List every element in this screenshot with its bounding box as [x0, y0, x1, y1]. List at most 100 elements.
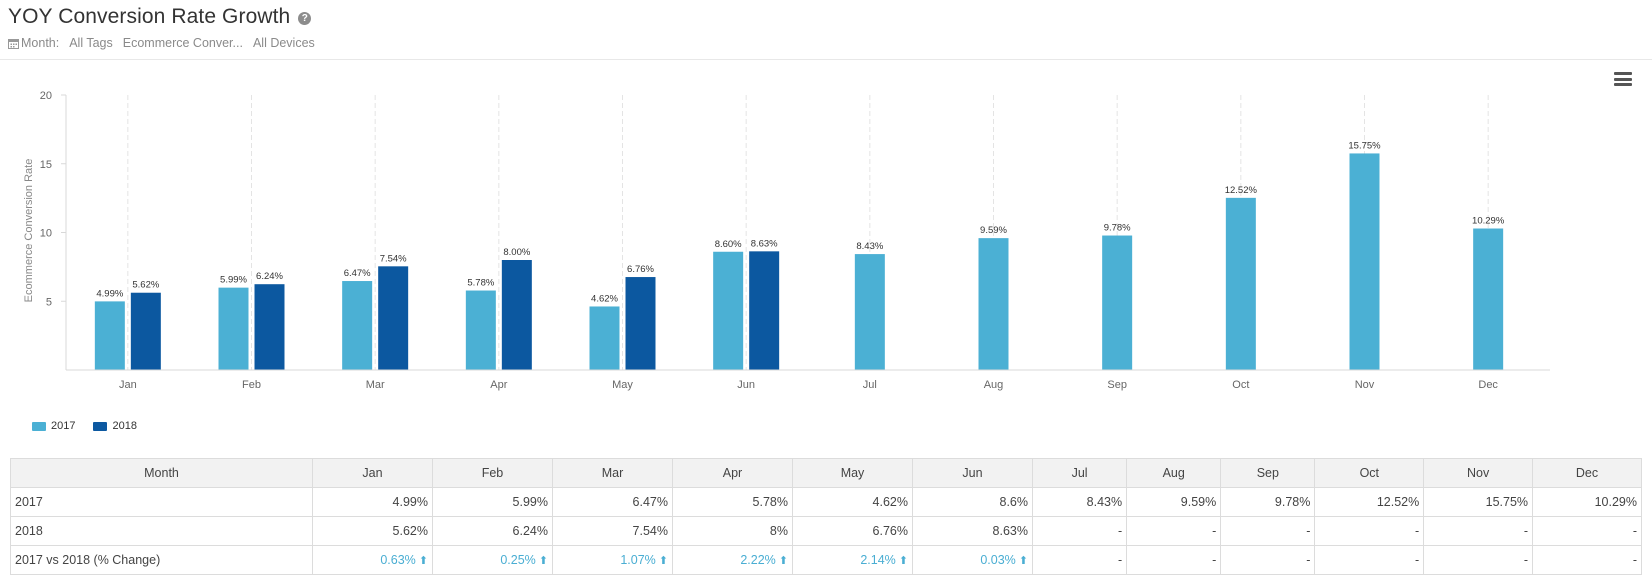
x-tick-label: Nov — [1355, 379, 1375, 391]
table-cell: 0.25% ⬆ — [432, 545, 553, 575]
y-tick-label: 20 — [40, 90, 52, 102]
chart-grid — [127, 95, 1489, 370]
table-cell: 2.22% ⬆ — [672, 545, 793, 575]
data-label: 5.78% — [467, 278, 494, 289]
bar-2017-mar — [342, 281, 373, 370]
bar-2018-apr — [501, 260, 532, 370]
table-cell: - — [1031, 545, 1128, 575]
table-cell: 4.99% — [312, 487, 433, 517]
legend-label-2017: 2017 — [51, 420, 76, 432]
x-tick-label: Mar — [366, 379, 385, 391]
table-cell: - — [1126, 516, 1222, 546]
data-label: 6.76% — [627, 264, 654, 275]
chart-legend: 2017 2018 — [32, 420, 155, 432]
table-cell: 8.6% — [912, 487, 1033, 517]
bar-2018-may — [625, 277, 656, 370]
table-body: 2017 4.99% 5.99% 6.47% 5.78% 4.62% 8.6% 8.43% 9.… — [10, 487, 1642, 575]
x-tick-label: May — [612, 379, 633, 391]
table-cell: - — [1126, 545, 1222, 575]
bar-2018-feb — [254, 284, 285, 370]
bar-2017-oct — [1225, 197, 1256, 370]
data-label: 12.52% — [1225, 185, 1258, 196]
column-header-mar: Mar — [552, 458, 673, 488]
filter-bar: Month: All Tags Ecommerce Conver... All … — [8, 36, 325, 50]
question-circle-icon[interactable]: ? — [298, 12, 312, 25]
column-header-jun: Jun — [912, 458, 1033, 488]
column-header-nov: Nov — [1423, 458, 1534, 488]
table-cell: 12.52% — [1314, 487, 1425, 517]
table-header-row: Month Jan Feb Mar Apr May Jun Jul Aug Sep Oct Nov De… — [10, 458, 1642, 488]
filter-label-month: Month: — [21, 36, 60, 50]
chart-bars — [94, 153, 1504, 370]
legend-swatch-2018 — [93, 421, 108, 431]
data-label: 9.59% — [980, 225, 1007, 236]
table-cell: 9.78% — [1220, 487, 1316, 517]
legend-swatch-2017 — [32, 421, 46, 431]
column-header-sep: Sep — [1220, 458, 1316, 488]
table-row: 2017 4.99% 5.99% 6.47% 5.78% 4.62% 8.6% 8.43% 9.… — [10, 487, 1642, 517]
table-cell: 1.07% ⬆ — [552, 545, 673, 575]
table-cell: - — [1423, 516, 1534, 546]
table-cell: 8.43% — [1031, 487, 1128, 517]
bar-2017-apr — [465, 290, 496, 370]
bar-2017-sep — [1102, 235, 1133, 370]
table-row: 2017 vs 2018 (% Change) 0.63% ⬆ 0.25% ⬆ 1.07%… — [10, 545, 1642, 575]
bar-chart: 4.99% 5.62% 5.99% 6.24% 6.47% 7.54% 5.78% 8.00%… — [23, 90, 1550, 391]
data-table: Month Jan Feb Mar Apr May Jun Jul Aug Sep Oct Nov De… — [10, 458, 1642, 575]
filter-devices[interactable]: All Devices — [252, 36, 315, 50]
filter-metric[interactable]: Ecommerce Conver... — [122, 36, 243, 50]
column-header-apr: Apr — [672, 458, 793, 488]
chart-data-labels: 4.99% 5.62% 5.99% 6.24% 6.47% 7.54% 5.78% 8.00%… — [96, 140, 1504, 304]
table-cell: 6.24% — [432, 516, 553, 546]
y-tick-label: 5 — [46, 296, 52, 308]
x-tick-label: Sep — [1107, 379, 1127, 391]
column-header-dec: Dec — [1532, 458, 1642, 488]
arrow-up-icon: ⬆ — [1018, 555, 1028, 567]
bar-2017-jun — [713, 251, 744, 370]
filter-tags[interactable]: All Tags — [69, 36, 113, 50]
column-header-oct: Oct — [1314, 458, 1425, 488]
bar-2017-aug — [978, 238, 1009, 370]
x-tick-label: Jan — [119, 379, 137, 391]
chart-axes: 5 10 15 20 Ecommerce Conversion Rate Jan Feb Ma… — [23, 90, 1550, 391]
data-label: 8.43% — [856, 241, 883, 252]
y-tick-label: 15 — [40, 159, 52, 171]
table-cell: - — [1423, 545, 1534, 575]
bar-2017-jan — [94, 301, 125, 370]
table-cell: 2.14% ⬆ — [792, 545, 913, 575]
table-cell: 5.78% — [672, 487, 793, 517]
column-header-may: May — [792, 458, 913, 488]
table-cell: 10.29% — [1532, 487, 1642, 517]
data-label: 4.99% — [96, 288, 123, 299]
data-label: 4.62% — [591, 293, 618, 304]
arrow-up-icon: ⬆ — [778, 555, 788, 567]
title-row: YOY Conversion Rate Growth ? — [8, 2, 325, 32]
table-cell: 15.75% — [1423, 487, 1534, 517]
y-tick-label: 10 — [40, 228, 52, 240]
hamburger-menu-icon[interactable] — [1614, 72, 1632, 86]
data-label: 9.78% — [1104, 223, 1131, 234]
table-cell: - — [1314, 545, 1425, 575]
x-tick-label: Feb — [242, 379, 261, 391]
table-cell: 7.54% — [552, 516, 673, 546]
table-cell: 8.63% — [912, 516, 1033, 546]
table-cell: - — [1532, 516, 1642, 546]
bar-2018-jun — [749, 251, 780, 370]
table-cell: 5.62% — [312, 516, 433, 546]
data-label: 6.24% — [256, 271, 283, 282]
legend-item-2018[interactable]: 2018 — [93, 420, 137, 432]
arrow-up-icon: ⬆ — [538, 555, 548, 567]
data-label: 5.62% — [132, 280, 159, 291]
legend-item-2017[interactable]: 2017 — [32, 420, 75, 432]
table-cell: - — [1314, 516, 1425, 546]
data-label: 7.54% — [380, 253, 407, 264]
table-row: 2018 5.62% 6.24% 7.54% 8% 6.76% 8.63% - - - - - - — [10, 516, 1642, 546]
table-cell: 0.03% ⬆ — [912, 545, 1033, 575]
x-tick-label: Jul — [863, 379, 877, 391]
table-cell: 6.47% — [552, 487, 673, 517]
table-cell: - — [1532, 545, 1642, 575]
column-header-month: Month — [10, 458, 313, 488]
column-header-feb: Feb — [432, 458, 553, 488]
data-label: 10.29% — [1472, 216, 1505, 227]
arrow-up-icon: ⬆ — [658, 555, 668, 567]
